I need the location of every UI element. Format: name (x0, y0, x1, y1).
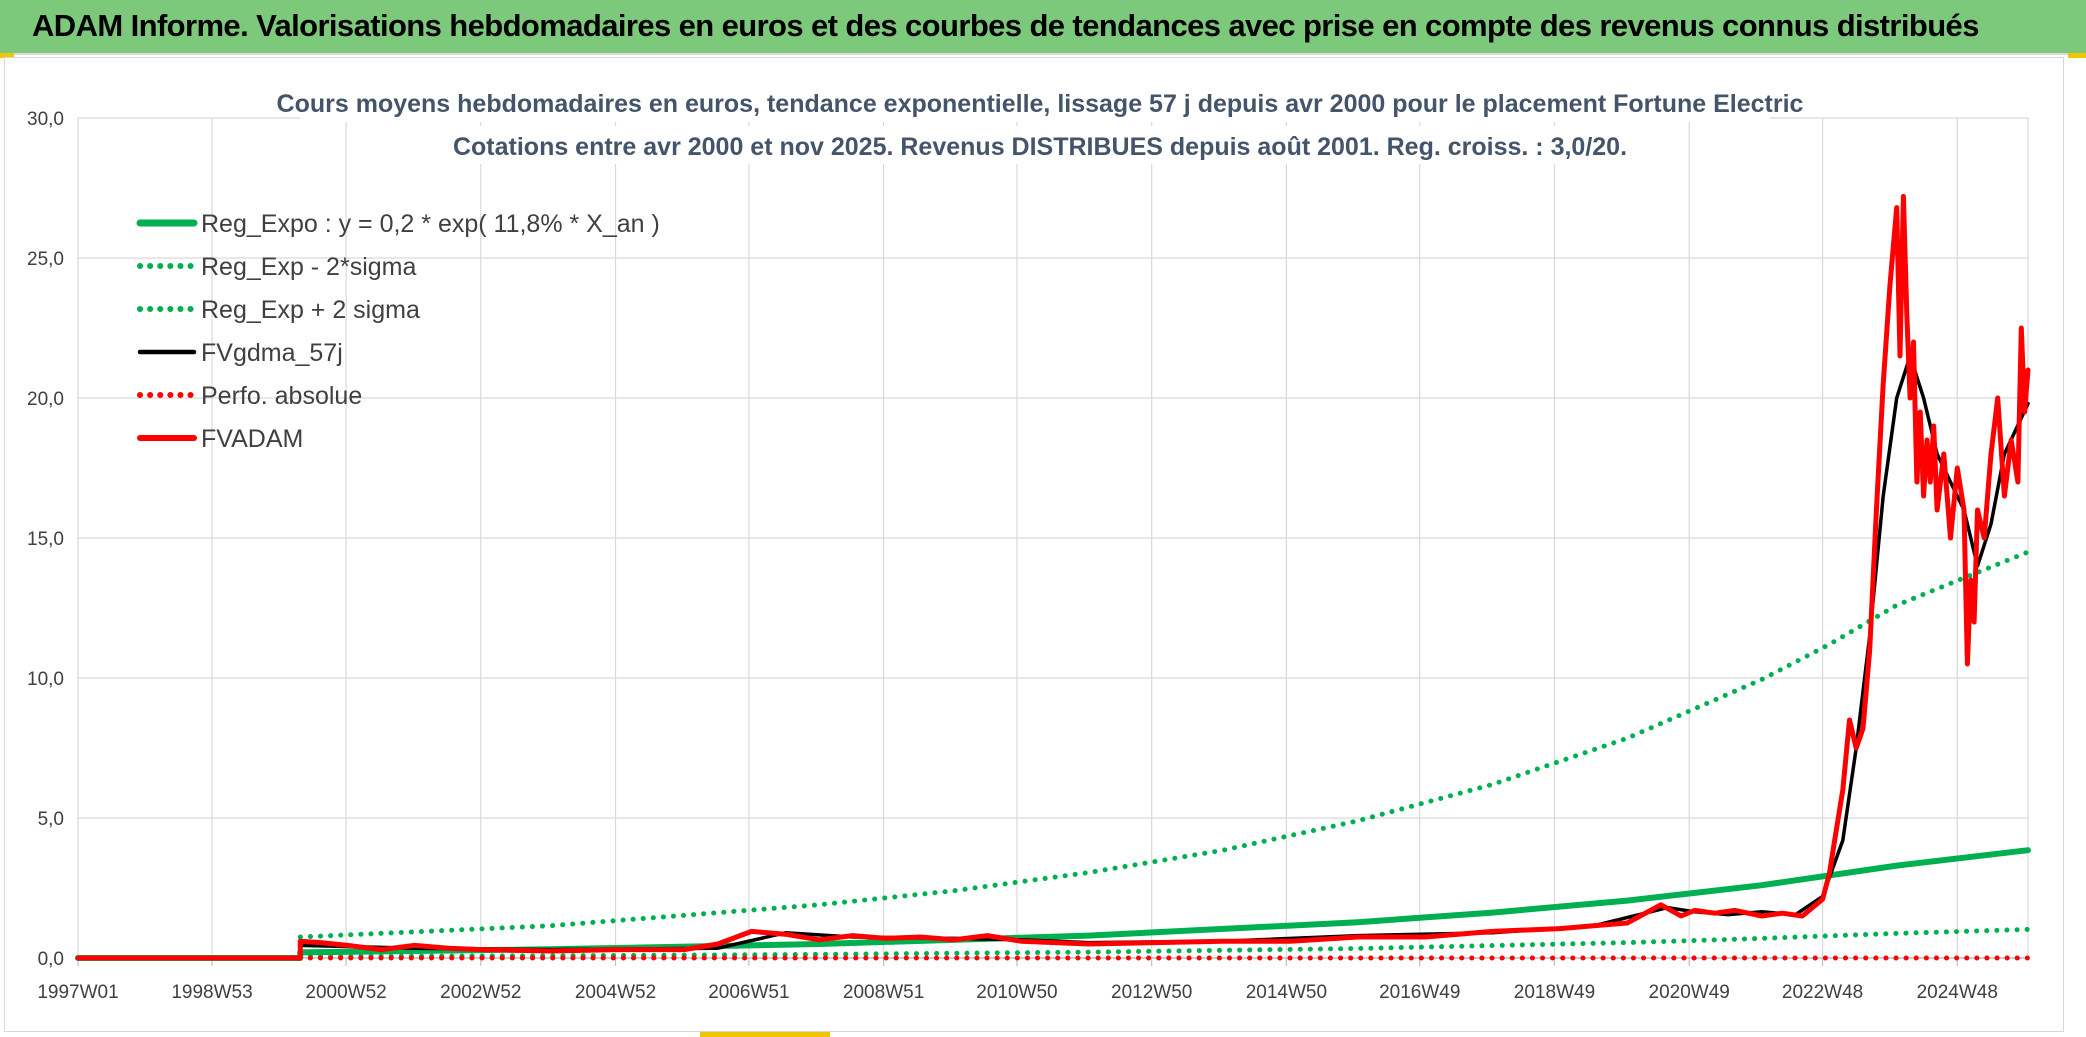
report-header-banner: ADAM Informe. Valorisations hebdomadaire… (0, 0, 2086, 55)
corner-accent-right (2068, 53, 2086, 58)
legend-label: FVADAM (201, 425, 303, 453)
y-tick-label: 20,0 (27, 389, 64, 410)
x-tick-label: 2012W50 (1111, 982, 1192, 1003)
y-tick-label: 30,0 (27, 109, 64, 130)
series-layer (75, 193, 2031, 961)
title-background (300, 84, 1770, 122)
y-tick-label: 15,0 (27, 529, 64, 550)
y-tick-label: 25,0 (27, 249, 64, 270)
x-tick-label: 2024W48 (1917, 982, 1998, 1003)
x-tick-label: 2002W52 (440, 982, 521, 1003)
x-tick-label: 1998W53 (171, 982, 252, 1003)
legend: Reg_Expo : y = 0,2 * exp( 11,8% * X_an )… (136, 210, 660, 453)
x-tick-label: 2018W49 (1514, 982, 1595, 1003)
chart-subtitle: Cotations entre avr 2000 et nov 2025. Re… (453, 133, 1627, 161)
x-tick-label: 1997W01 (37, 982, 118, 1003)
legend-label: Reg_Expo : y = 0,2 * exp( 11,8% * X_an ) (201, 210, 660, 238)
y-tick-label: 5,0 (38, 809, 64, 830)
y-tick-label: 0,0 (38, 949, 64, 970)
x-tick-label: 2010W50 (976, 982, 1057, 1003)
x-tick-label: 2022W48 (1782, 982, 1863, 1003)
corner-accent-left (0, 53, 14, 58)
series-line-fvadam (75, 193, 2031, 961)
x-tick-label: 2008W51 (843, 982, 924, 1003)
x-tick-label: 2006W51 (708, 982, 789, 1003)
series-line-reg-exp-2-sigma (297, 549, 2031, 940)
x-tick-label: 2016W49 (1379, 982, 1460, 1003)
legend-label: Reg_Exp - 2*sigma (201, 253, 416, 281)
grid-lines (77, 117, 2029, 959)
y-tick-label: 10,0 (27, 669, 64, 690)
legend-label: Reg_Exp + 2 sigma (201, 296, 420, 324)
x-tick-label: 2020W49 (1649, 982, 1730, 1003)
x-tick-label: 2000W52 (305, 982, 386, 1003)
legend-label: FVgdma_57j (201, 339, 343, 367)
corner-accent-bottom (700, 1032, 830, 1037)
chart-title-block: Cours moyens hebdomadaires en euros, ten… (277, 84, 1804, 164)
x-tick-label: 2014W50 (1246, 982, 1327, 1003)
chart-title: Cours moyens hebdomadaires en euros, ten… (277, 90, 1804, 118)
legend-label: Perfo. absolue (201, 382, 362, 410)
chart-frame (4, 57, 2064, 1032)
x-tick-label: 2004W52 (575, 982, 656, 1003)
report-header-title: ADAM Informe. Valorisations hebdomadaire… (32, 8, 1979, 43)
axes: 0,0 5,0 10,0 15,0 20,0 25,0 30,0 1997W01 1998W53… (27, 109, 2028, 1003)
subtitle-background (470, 126, 1590, 164)
